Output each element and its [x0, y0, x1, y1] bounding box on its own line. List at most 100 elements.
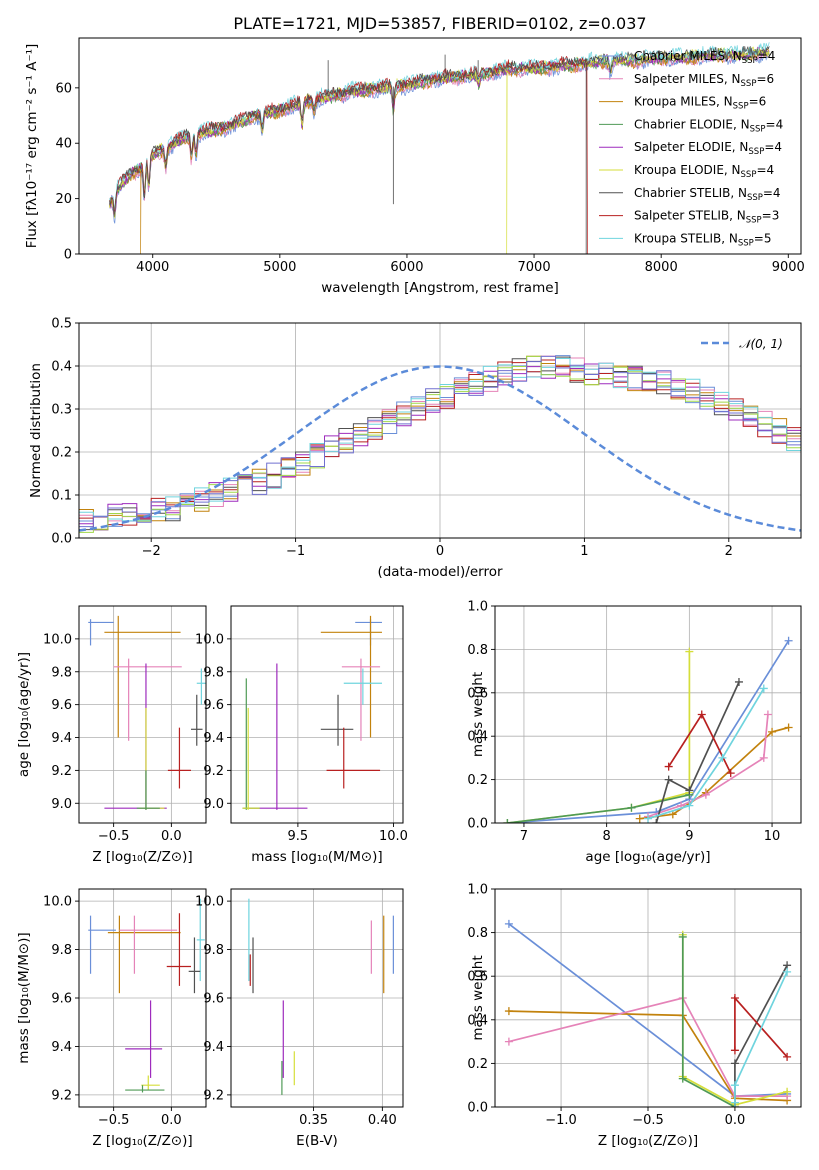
x-tick-label: 9.5 — [288, 829, 309, 844]
x-tick-label: 4000 — [136, 260, 169, 275]
weight-marker — [678, 932, 687, 941]
y-tick-label: 9.8 — [51, 943, 72, 958]
weight-marker — [784, 723, 793, 732]
y-axis-label: mass weight — [470, 955, 486, 1040]
errorbar-point — [107, 915, 181, 994]
y-tick-label: 9.2 — [203, 764, 224, 779]
panel-residuals: −2 −1 0 1 2 0.0 0.1 0.2 0.3 0.4 0.5 (data-model)/er… — [28, 317, 802, 580]
panel-mass_vs_ebv: 0.35 0.40 9.2 9.4 9.6 9.8 10.0 E(B-V) — [195, 888, 404, 1149]
weight-marker — [678, 1074, 687, 1083]
weight-marker — [730, 1059, 739, 1068]
axes-frame — [230, 605, 404, 824]
y-tick-label: 0.2 — [467, 1057, 488, 1072]
legend-label: Kroupa STELIB, NSSP=5 — [634, 231, 772, 248]
errorbar-point — [190, 694, 203, 746]
errorbar-point — [341, 658, 381, 741]
x-tick-label: −1 — [286, 544, 305, 559]
x-axis-label: (data-model)/error — [377, 564, 503, 580]
plot-area — [88, 898, 205, 1093]
weight-line — [507, 640, 790, 823]
weight-marker — [701, 790, 710, 799]
y-axis-label: Flux [fλ10⁻¹⁷ erg cm⁻² s⁻¹ A⁻¹] — [24, 44, 40, 249]
x-axis-label: mass [log₁₀(M/M⊙)] — [251, 849, 382, 865]
y-tick-label: 60 — [55, 81, 72, 96]
errorbar-point — [125, 1085, 165, 1093]
y-tick-label: 9.2 — [51, 764, 72, 779]
y-tick-label: 10.0 — [43, 632, 72, 647]
x-tick-label: 0.0 — [725, 1113, 746, 1128]
legend-subscript: SSP — [738, 238, 754, 248]
legend-label: Kroupa MILES, NSSP=6 — [634, 95, 766, 112]
x-axis-label: Z [log₁₀(Z/Z⊙)] — [92, 1133, 192, 1149]
histogram-step — [79, 363, 801, 525]
y-axis-label: mass [log₁₀(M/M⊙)] — [16, 932, 32, 1063]
weight-line — [647, 688, 765, 820]
errorbar-point — [119, 915, 178, 974]
x-tick-label: 0.0 — [161, 1113, 182, 1128]
x-tick-label: 7 — [520, 829, 528, 844]
chart-title: PLATE=1721, MJD=53857, FIBERID=0102, z=0… — [233, 14, 646, 33]
legend-subscript: SSP — [746, 216, 762, 226]
y-tick-label: 20 — [55, 192, 72, 207]
errorbar-point — [141, 1075, 160, 1091]
legend-label: Salpeter STELIB, NSSP=3 — [634, 209, 779, 226]
legend-nssp: =3 — [762, 209, 780, 223]
legend-nssp: =4 — [758, 49, 776, 63]
x-tick-label: −0.5 — [98, 1113, 130, 1128]
weight-marker — [504, 919, 513, 928]
weight-marker — [652, 819, 661, 823]
weight-marker — [783, 967, 792, 976]
legend-label: Salpeter MILES, NSSP=6 — [634, 72, 774, 89]
y-tick-label: 0.0 — [467, 817, 488, 832]
legend-subscript: SSP — [741, 79, 757, 89]
x-axis-label: wavelength [Angstrom, rest frame] — [321, 280, 559, 296]
legend-label: Chabrier ELODIE, NSSP=4 — [634, 117, 783, 134]
errorbar-point — [167, 727, 191, 789]
legend-nssp: =4 — [756, 163, 774, 177]
y-axis-label: age [log₁₀(age/yr)] — [16, 652, 32, 777]
weight-marker — [783, 1052, 792, 1061]
x-tick-label: 0.0 — [161, 829, 182, 844]
y-tick-label: 9.0 — [51, 797, 72, 812]
weight-marker — [503, 819, 512, 823]
panel-spectrum: 4000 5000 6000 7000 8000 9000 0 20 40 60 wavelengt… — [24, 14, 805, 296]
legend-label: Salpeter ELODIE, NSSP=4 — [634, 140, 782, 157]
spectrum-line — [109, 45, 770, 218]
y-axis-label: mass weight — [470, 672, 486, 757]
axes-frame — [78, 605, 207, 824]
weight-line — [508, 1010, 788, 1102]
plot-area — [248, 898, 394, 1095]
weight-marker — [504, 1007, 513, 1016]
x-tick-label: −0.5 — [98, 829, 130, 844]
panel-mass_vs_Z: −0.5 0.0 9.2 9.4 9.6 9.8 10.0 Z [log₁₀(Z/Z⊙)] ma… — [16, 888, 207, 1149]
weight-marker — [644, 814, 652, 823]
legend: Chabrier MILES, NSSP=4 Salpeter MILES, NS… — [599, 49, 783, 248]
y-tick-label: 0.4 — [51, 360, 72, 375]
weight-marker — [627, 803, 636, 812]
x-tick-label: 0.35 — [299, 1113, 328, 1128]
errorbar-point — [188, 937, 201, 994]
weight-marker — [718, 753, 727, 762]
legend-nssp: =6 — [749, 95, 767, 109]
weight-marker — [685, 786, 694, 795]
plot-area — [242, 615, 382, 810]
plot-area — [79, 355, 801, 533]
legend-nssp: =4 — [763, 186, 781, 200]
x-tick-label: −1.0 — [545, 1113, 577, 1128]
plot-area — [109, 42, 770, 254]
errorbar-point — [320, 615, 382, 738]
y-tick-label: 10.0 — [43, 895, 72, 910]
weight-marker — [730, 1098, 739, 1107]
errorbar-point — [343, 668, 382, 705]
weight-series — [644, 684, 768, 823]
plot-area — [88, 615, 206, 810]
x-axis-label: age [log₁₀(age/yr)] — [585, 849, 710, 865]
legend-subscript: SSP — [750, 124, 766, 134]
y-tick-label: 9.4 — [203, 731, 224, 746]
x-tick-label: 9000 — [772, 260, 805, 275]
legend-label: Kroupa ELODIE, NSSP=4 — [634, 163, 774, 180]
weight-line — [647, 714, 769, 818]
y-axis-label: Normed distribution — [28, 363, 44, 498]
weight-marker — [685, 647, 694, 656]
